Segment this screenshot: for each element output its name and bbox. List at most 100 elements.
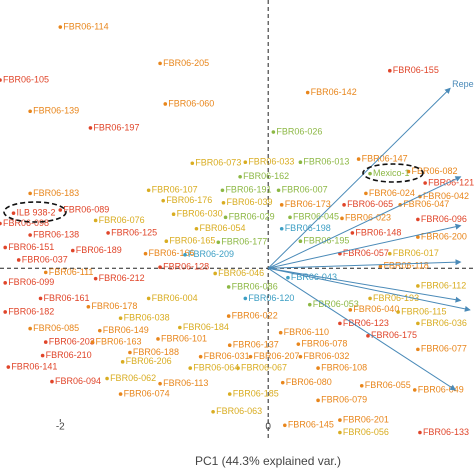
point-label: FBR06-177 [221, 237, 267, 247]
point-label: FBR06-085 [33, 323, 79, 333]
point [118, 316, 123, 320]
point [278, 330, 283, 335]
point [286, 275, 290, 280]
point [3, 310, 7, 314]
point [194, 226, 199, 231]
point-label: FBR06-147 [362, 153, 408, 163]
point [226, 285, 231, 289]
point [146, 296, 151, 301]
loading-arrow [268, 223, 462, 269]
point-label: FBR06-049 [418, 384, 464, 394]
point [283, 423, 287, 428]
point-label: FBR06-078 [301, 339, 347, 349]
point-label: FBR06-183 [33, 188, 79, 198]
point-label: FBR06-096 [421, 214, 467, 224]
point-label: FBR06-184 [183, 322, 229, 332]
point-label: FBR06-055 [365, 380, 411, 390]
point-label: FBR06-054 [199, 223, 245, 233]
point-label: FBR06-210 [46, 350, 92, 360]
point-label: FBR06-125 [111, 227, 157, 237]
point [106, 231, 110, 235]
point [243, 296, 248, 301]
point-label: FBR06-023 [345, 213, 391, 223]
point-label: FBR06-067 [241, 362, 287, 372]
point-label: FBR06-042 [423, 191, 469, 201]
point [158, 265, 162, 270]
point [416, 321, 420, 326]
point-label: FBR06-173 [285, 199, 331, 209]
point [211, 409, 215, 414]
point [316, 366, 320, 370]
point-label: FBR06-031 [204, 351, 250, 361]
point [416, 217, 420, 222]
point [93, 218, 98, 223]
point [356, 157, 361, 161]
point [340, 216, 344, 221]
loading-arrow [267, 87, 451, 269]
point [220, 188, 225, 193]
point-label: FBR06-112 [421, 280, 466, 290]
point [178, 325, 182, 330]
point-label: FBR06-094 [55, 376, 101, 386]
point-label: FBR06-073 [195, 158, 241, 168]
point [221, 200, 226, 205]
point [164, 239, 169, 244]
point [6, 365, 11, 369]
point-label: FBR06-101 [161, 333, 207, 343]
point-label: FBR06-189 [76, 245, 122, 255]
point [120, 360, 125, 364]
point [188, 366, 193, 370]
point-label: FBR06-206 [126, 356, 172, 366]
point-label: FBR06-163 [96, 336, 142, 346]
point [338, 321, 342, 326]
point [305, 90, 310, 95]
point-label: FBR06-013 [303, 157, 349, 167]
point-label: FBR06-080 [286, 377, 332, 387]
point [97, 328, 102, 333]
point-label: FBR06-077 [421, 344, 467, 354]
point [412, 388, 417, 392]
point-label: FBR06-030 [177, 209, 223, 219]
point [243, 160, 248, 165]
point-label: FBR06-121 [428, 177, 474, 187]
point [388, 251, 392, 256]
point [28, 233, 32, 237]
point [213, 271, 217, 276]
point-label: FBR06-053 [313, 299, 359, 309]
point [296, 342, 301, 346]
point [11, 211, 16, 215]
point-label: FBR06-201 [343, 414, 389, 424]
point-label: FBR06-065 [347, 199, 393, 209]
point [342, 203, 346, 207]
point [423, 181, 427, 185]
point-label: FBR06-142 [311, 87, 357, 97]
point-label: FBR06-040 [353, 304, 399, 314]
point [3, 281, 7, 285]
point-label: FBR06-036 [421, 318, 467, 328]
point [276, 188, 281, 193]
point [406, 169, 411, 174]
point [158, 61, 162, 66]
point [418, 430, 422, 435]
point [143, 251, 148, 256]
point-label: FBR06-197 [93, 122, 139, 132]
point [118, 392, 123, 396]
highlight-ellipse [3, 201, 67, 223]
point [0, 221, 2, 226]
point-label: FBR06-086 [232, 281, 278, 291]
point-label: FBR06-151 [8, 242, 54, 252]
point [298, 239, 303, 244]
point [105, 376, 109, 381]
point-label: FBR06-141 [11, 361, 57, 371]
point-label: FBR06-145 [288, 420, 334, 430]
point-label: FBR06-110 [284, 327, 329, 337]
arrow-label: Repe [452, 79, 474, 89]
point-label: FBR06-165 [169, 236, 215, 246]
point [216, 240, 221, 245]
point-label: FBR06-079 [321, 395, 367, 405]
point-label: FBR06-064 [193, 362, 239, 372]
point-label: FBR06-007 [282, 185, 328, 195]
point [163, 102, 168, 106]
point [86, 304, 91, 309]
